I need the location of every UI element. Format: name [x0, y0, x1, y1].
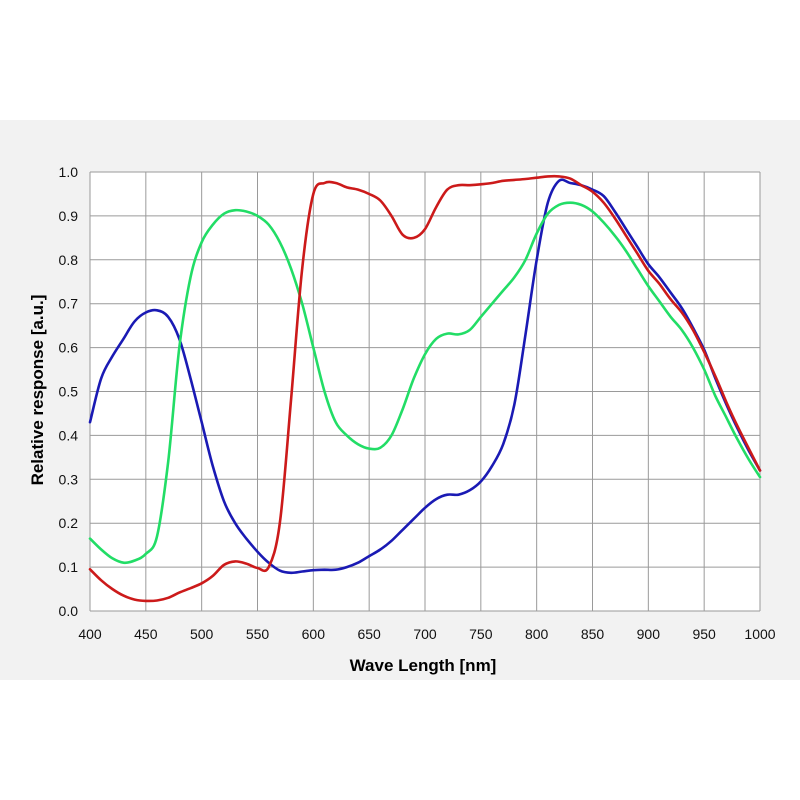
y-tick-labels: 0.0 0.1 0.2 0.3 0.4 0.5 0.6 0.7 0.8 0.9 1.0 [59, 164, 79, 619]
y-tick-label: 0.8 [59, 252, 79, 268]
x-tick-label: 650 [357, 626, 381, 642]
x-tick-label: 750 [469, 626, 493, 642]
y-tick-label: 0.7 [59, 296, 79, 312]
x-tick-label: 800 [525, 626, 549, 642]
y-tick-label: 0.4 [59, 427, 79, 443]
x-tick-labels: 400 450 500 550 600 650 700 750 800 850 900 950 1000 [78, 626, 775, 642]
y-tick-label: 0.6 [59, 340, 79, 356]
y-axis-label: Relative response [a.u.] [28, 295, 47, 486]
red-response-line [88, 174, 762, 603]
x-tick-label: 700 [413, 626, 437, 642]
x-tick-label: 900 [637, 626, 661, 642]
y-tick-label: 0.2 [59, 515, 79, 531]
x-tick-label: 500 [190, 626, 214, 642]
grid [89, 171, 761, 612]
y-tick-label: 1.0 [59, 164, 79, 180]
series-lines [88, 174, 762, 603]
x-tick-label: 1000 [744, 626, 775, 642]
x-tick-label: 950 [692, 626, 716, 642]
y-tick-label: 0.1 [59, 559, 79, 575]
green-response-line [88, 201, 762, 565]
x-tick-label: 450 [134, 626, 158, 642]
y-tick-label: 0.9 [59, 208, 79, 224]
x-tick-label: 850 [581, 626, 605, 642]
blue-response-line [88, 178, 762, 575]
x-tick-label: 400 [78, 626, 102, 642]
y-tick-label: 0.5 [59, 384, 79, 400]
y-tick-label: 0.3 [59, 471, 79, 487]
y-tick-label: 0.0 [59, 603, 79, 619]
x-axis-label: Wave Length [nm] [350, 656, 497, 675]
x-tick-label: 550 [246, 626, 270, 642]
x-tick-label: 600 [302, 626, 326, 642]
